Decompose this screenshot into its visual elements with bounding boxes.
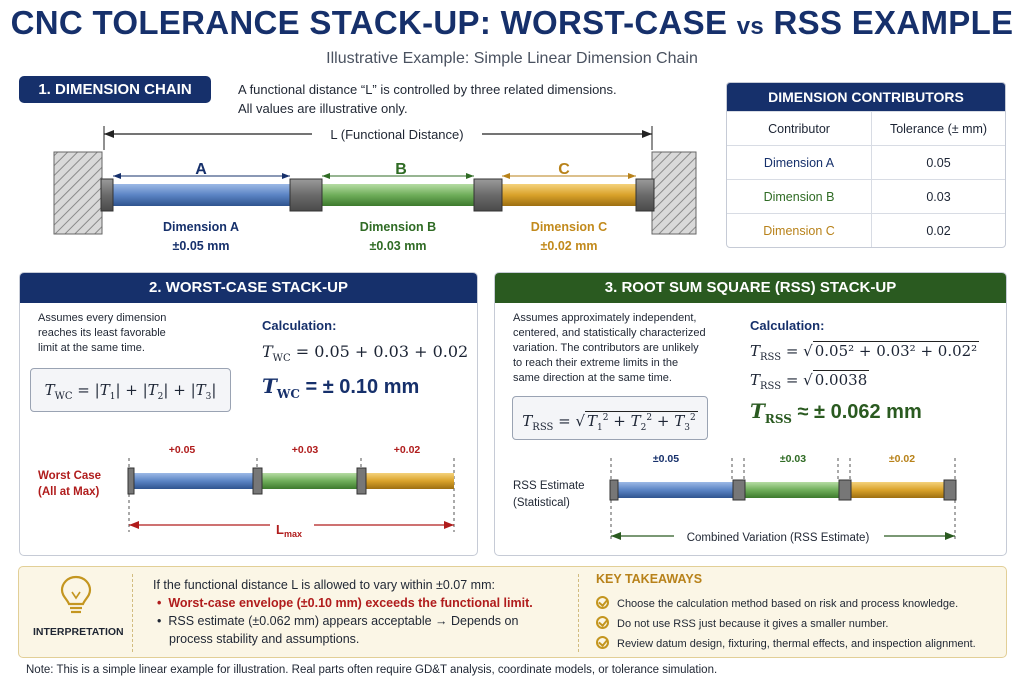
wc-segment-a: [132, 473, 256, 489]
check-icon: [596, 596, 609, 609]
rss-segment-c: [850, 482, 945, 498]
section1-tag: 1. DIMENSION CHAIN: [19, 76, 211, 103]
rss-segment-a: [614, 482, 734, 498]
dimension-a-bar: [110, 184, 294, 206]
lightbulb-icon: [60, 575, 92, 614]
rss-seg-label-a: ±0.05: [653, 453, 679, 465]
wc-segment-b: [260, 473, 360, 489]
contributors-table: DIMENSION CONTRIBUTORS Contributor Toler…: [726, 82, 1006, 248]
dimension-c-bar: [500, 184, 640, 206]
divider: [578, 574, 579, 652]
rss-seg-label-c: ±0.02: [889, 453, 915, 465]
rss-calc-line1: TRSS = √ 0.05² + 0.03² + 0.02²: [750, 341, 980, 363]
joint-block-ab: [289, 178, 323, 212]
check-icon: [596, 616, 609, 629]
worst-case-formula: TWC = |T1| + |T2| + |T3|: [30, 368, 231, 412]
dimension-chain-diagram: L (Functional Distance) A B C Dimension …: [53, 125, 697, 253]
dim-c-name: Dimension C: [531, 220, 607, 234]
takeaways-title: KEY TAKEAWAYS: [596, 572, 703, 586]
rss-result: TRSS ≈ ± 0.062 mm: [750, 399, 922, 426]
wc-segment-c: [364, 473, 454, 489]
functional-distance-label: L (Functional Distance): [330, 127, 463, 142]
worst-case-description: Assumes every dimension reaches its leas…: [38, 312, 167, 354]
dim-a-name: Dimension A: [163, 220, 239, 234]
table-row: Dimension C 0.02: [727, 213, 1005, 247]
dim-b-letter: B: [395, 161, 407, 178]
rss-combined-label: Combined Variation (RSS Estimate): [687, 532, 870, 544]
worst-case-result: TWC = ± 0.10 mm: [262, 374, 420, 401]
rss-formula: TRSS = √ T12 + T22 + T32: [512, 396, 708, 440]
right-wall: [651, 151, 697, 235]
divider: [132, 574, 133, 652]
check-icon: [596, 636, 609, 649]
wc-seg-label-c: +0.02: [394, 444, 421, 456]
wc-seg-label-a: +0.05: [169, 444, 196, 456]
list-item: Review datum design, fixturing, thermal …: [596, 634, 976, 654]
dim-a-letter: A: [195, 161, 207, 178]
page-title: CNC TOLERANCE STACK-UP: WORST-CASE vs RS…: [10, 4, 1014, 41]
worst-case-title: 2. WORST-CASE STACK-UP: [20, 273, 477, 303]
dimension-b-bar: [318, 184, 478, 206]
left-wall: [53, 151, 103, 235]
dim-c-tol: ±0.02 mm: [541, 239, 598, 253]
dim-a-tol: ±0.05 mm: [173, 239, 230, 253]
contributors-col-contributor: Contributor: [727, 111, 873, 146]
section1-intro: A functional distance “L” is controlled …: [238, 82, 617, 116]
rss-stack-diagram: ±0.05 ±0.03 ±0.02 Combined Variation (RS…: [609, 453, 957, 546]
rss-bar-label: RSS Estimate (Statistical): [513, 480, 585, 509]
list-item: Do not use RSS just because it gives a s…: [596, 614, 976, 634]
worst-case-panel: 2. WORST-CASE STACK-UP: [19, 272, 478, 556]
dim-b-name: Dimension B: [360, 220, 436, 234]
rss-segment-b: [744, 482, 840, 498]
wc-seg-label-b: +0.03: [292, 444, 319, 456]
joint-block-bc: [473, 178, 503, 212]
interpretation-text: If the functional distance L is allowed …: [153, 578, 533, 646]
interpretation-label: INTERPRETATION: [33, 626, 124, 638]
list-item: Choose the calculation method based on r…: [596, 594, 976, 614]
rss-description: Assumes approximately independent, cente…: [513, 312, 706, 384]
lmax-label: Lmax: [276, 522, 302, 539]
footnote: Note: This is a simple linear example fo…: [26, 664, 718, 676]
takeaways-list: Choose the calculation method based on r…: [596, 594, 976, 654]
dim-b-tol: ±0.03 mm: [370, 239, 427, 253]
interpretation-panel: [18, 566, 1007, 658]
contributors-title: DIMENSION CONTRIBUTORS: [727, 83, 1005, 111]
contributors-col-tolerance: Tolerance (± mm): [871, 111, 1005, 146]
worst-case-stack-diagram: +0.05 +0.03 +0.02 Lmax: [127, 444, 455, 539]
page-subtitle: Illustrative Example: Simple Linear Dime…: [326, 50, 698, 67]
rss-panel: 3. ROOT SUM SQUARE (RSS) STACK-UP: [494, 272, 1007, 556]
worst-case-calc-line: TWC = 0.05 + 0.03 + 0.02: [262, 342, 469, 365]
rss-calc-line2: TRSS = √ 0.0038: [750, 370, 870, 392]
rss-seg-label-b: ±0.03: [780, 453, 806, 465]
rss-title: 3. ROOT SUM SQUARE (RSS) STACK-UP: [495, 273, 1006, 303]
table-row: Dimension B 0.03: [727, 179, 1005, 214]
joint-block-c: [635, 178, 655, 212]
worst-case-bar-label: Worst Case (All at Max): [38, 470, 102, 498]
rss-calc-label: Calculation:: [750, 318, 825, 333]
dim-c-letter: C: [558, 161, 570, 178]
table-row: Dimension A 0.05: [727, 145, 1005, 180]
worst-case-calc-label: Calculation:: [262, 318, 337, 333]
